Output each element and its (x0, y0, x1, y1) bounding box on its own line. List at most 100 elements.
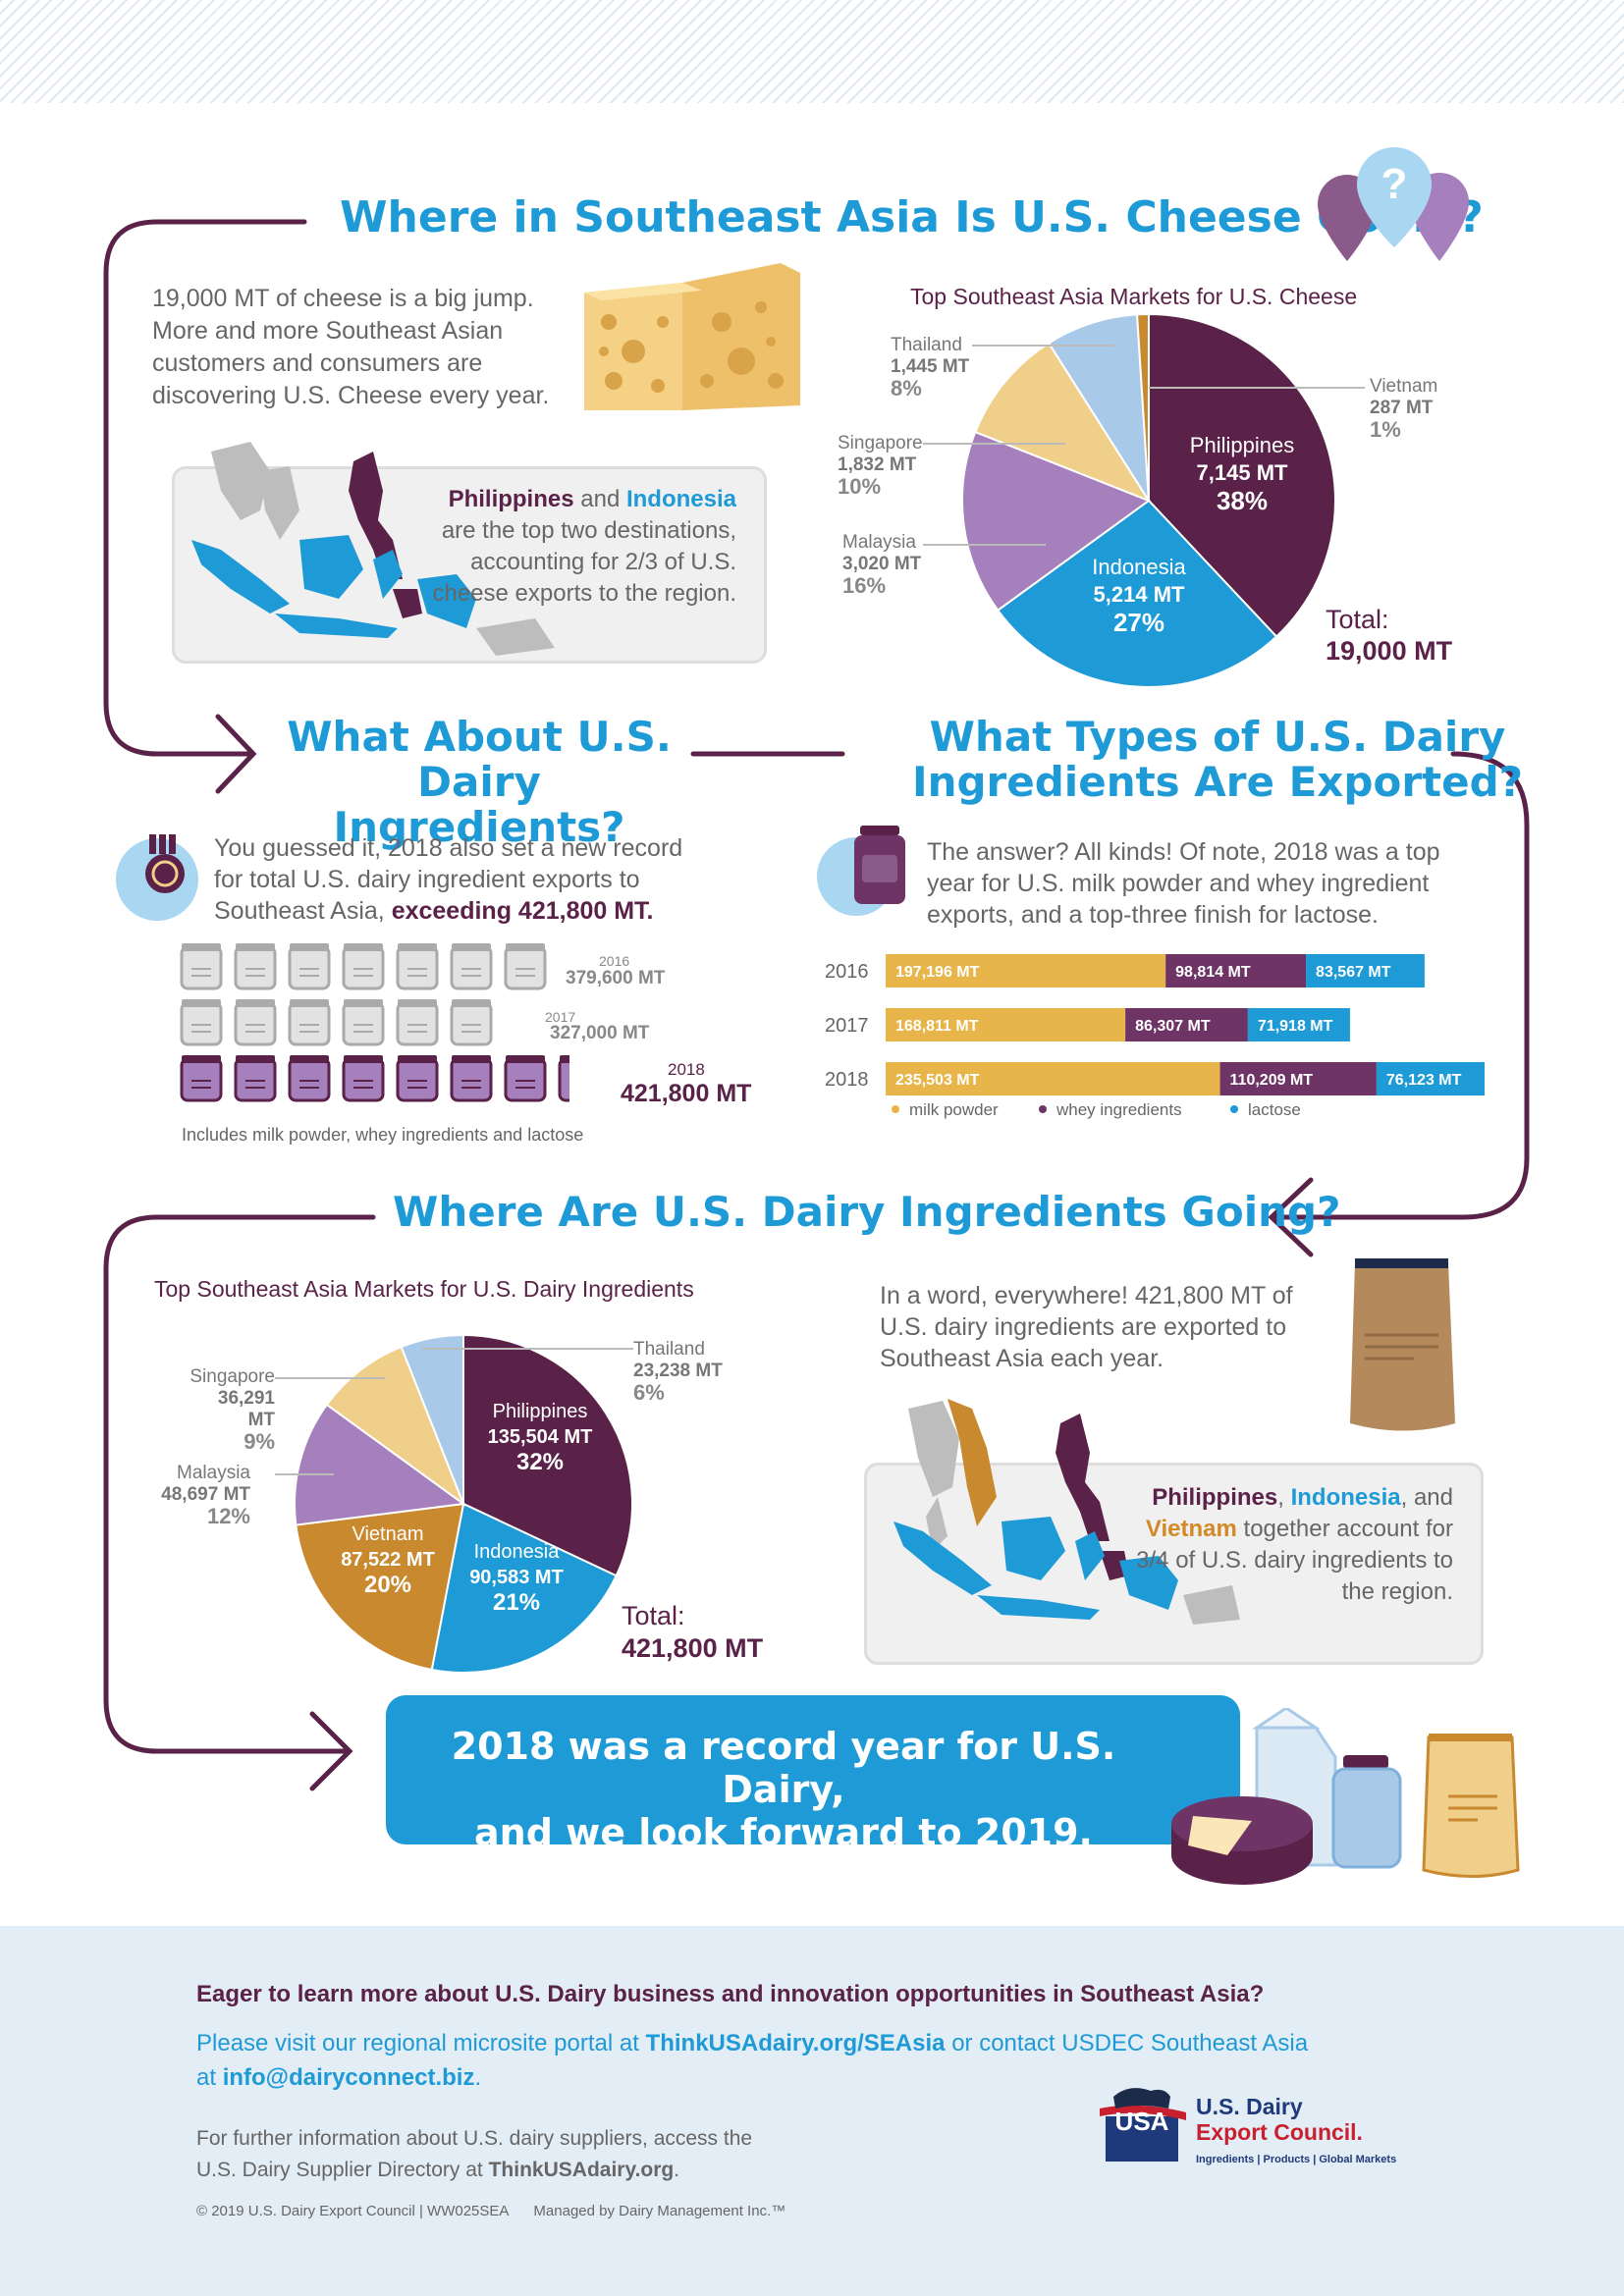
cheese-total: Total: 19,000 MT (1326, 605, 1453, 666)
bar-label-2017-1: 86,307 MT (1135, 1018, 1211, 1035)
pie-slice-singapore (325, 1345, 466, 1507)
svg-text:?: ? (1381, 160, 1408, 208)
ingr-label-thailand: Thailand 23,238 MT 6% (633, 1339, 723, 1405)
pie-slice-malaysia (962, 430, 1152, 613)
legend-dot-0 (892, 1105, 899, 1113)
ingr-slice-philippines: Philippines 135,504 MT 32% (487, 1401, 593, 1475)
bag-top (290, 999, 329, 1007)
logo-tagline: Ingredients | Products | Global Markets (1196, 2154, 1397, 2165)
cheese-chart-title: Top Southeast Asia Markets for U.S. Chee… (910, 284, 1358, 309)
bar-label-2017-0: 168,811 MT (895, 1018, 979, 1035)
footer (0, 1926, 1624, 2296)
pie-slice-vietnam (1136, 314, 1150, 502)
ingr-label-malaysia: Malaysia 48,697 MT 12% (161, 1463, 250, 1528)
footer-further-info: For further information about U.S. dairy… (196, 2127, 753, 2181)
bar-year-2017: 2017 (825, 1015, 869, 1037)
pie-slice-thailand (1047, 314, 1150, 502)
banner-text: 2018 was a record year for U.S. Dairy, an… (451, 1725, 1116, 1854)
cheese-label-singapore: Singapore 1,832 MT 10% (838, 433, 923, 499)
ingredients-map-caption: Philippines, Indonesia, and Vietnam toge… (1136, 1484, 1453, 1605)
footer-headline: Eager to learn more about U.S. Dairy bus… (196, 1981, 1265, 2007)
ingr-label-singapore: Singapore 36,291 MT 9% (189, 1366, 275, 1454)
bag-top (290, 943, 329, 951)
decorative-stripes (0, 0, 1624, 103)
cheese-pie-chart (962, 314, 1335, 687)
section3-text: The answer? All kinds! Of note, 2018 was… (927, 838, 1440, 929)
ingr-slice-vietnam: Vietnam 87,522 MT 20% (341, 1523, 435, 1598)
bag-top (182, 943, 221, 951)
award-medal-icon (116, 834, 198, 921)
bar-2016-whey-ingredients (1165, 954, 1307, 988)
ingredients-chart-title: Top Southeast Asia Markets for U.S. Dair… (154, 1276, 694, 1302)
ingredient-types-stacked-bar-chart: 2016 197,196 MT 98,814 MT 83,567 MT 2017 168,… (825, 954, 1485, 1119)
cheese-slice-philippines: Philippines 7,145 MT 38% (1189, 433, 1295, 515)
bar-year-2018: 2018 (825, 1069, 869, 1091)
usdec-logo-mark (1100, 2088, 1186, 2162)
pie-slice-thailand (400, 1335, 464, 1505)
bag-top (236, 1055, 275, 1063)
southeast-asia-map-cheese (191, 442, 555, 656)
directory-link[interactable]: ThinkUSAdairy.org (488, 2159, 675, 2181)
pie-slice-vietnam (295, 1502, 465, 1672)
bag-top (344, 999, 383, 1007)
bar-label-2016-2: 83,567 MT (1316, 964, 1391, 981)
bag-top (560, 1055, 569, 1063)
label-2018-year: 2018 (668, 1060, 705, 1079)
label-2018-value: 421,800 MT (621, 1080, 752, 1107)
bar-label-2017-2: 71,918 MT (1258, 1018, 1333, 1035)
bag-top (182, 1055, 221, 1063)
bag-top (398, 999, 437, 1007)
cheese-map-caption: Philippines and Indonesia are the top tw… (432, 486, 736, 607)
label-2017-year: 2017 (545, 1009, 576, 1025)
ingr-label-leaders (275, 1348, 633, 1475)
record-year-banner (386, 1695, 1240, 1844)
footer-visit-text: Please visit our regional microsite port… (196, 2030, 1309, 2091)
label-2016-value: 379,600 MT (566, 968, 666, 988)
bag-top (344, 1055, 383, 1063)
email-link[interactable]: info@dairyconnect.biz (222, 2064, 475, 2091)
bar-year-2016: 2016 (825, 961, 869, 983)
microsite-link[interactable]: ThinkUSAdairy.org/SEAsia (645, 2030, 946, 2056)
ingredient-sack-icon (1350, 1258, 1455, 1431)
bag-top (236, 999, 275, 1007)
section2-title: What About U.S. Dairy Ingredients? (287, 713, 672, 852)
bar-2017-lactose (1247, 1008, 1350, 1041)
label-2016-year: 2016 (599, 953, 630, 969)
ingredients-map-box (864, 1463, 1484, 1665)
cheese-wheel-icon (1171, 1796, 1313, 1885)
bag-top (182, 999, 221, 1007)
bag-top (506, 943, 545, 951)
legend-label-2: lactose (1248, 1100, 1301, 1119)
ingredients-total: Total: 421,800 MT (622, 1601, 764, 1663)
logo-wordmark: U.S. Dairy Export Council. (1196, 2094, 1363, 2145)
jar-icon (1331, 1755, 1402, 1869)
ingredients-pie-chart (295, 1335, 633, 1674)
label-2017-value: 327,000 MT (550, 1023, 650, 1043)
section2-text: You guessed it, 2018 also set a new reco… (214, 834, 683, 925)
bag-top (344, 943, 383, 951)
bar-2016-milk-powder (886, 954, 1166, 988)
bag-top (398, 943, 437, 951)
pie-slice-malaysia (295, 1403, 466, 1526)
flow-lines (103, 219, 1530, 1791)
bag-icon (558, 1057, 569, 1102)
pie-slice-indonesia (430, 1502, 618, 1674)
cheese-label-thailand: Thailand 1,445 MT 8% (891, 335, 970, 400)
bar-label-2018-1: 110,209 MT (1230, 1072, 1314, 1089)
bar-2017-milk-powder (886, 1008, 1126, 1041)
section1-title: Where in Southeast Asia Is U.S. Cheese G… (340, 192, 1484, 242)
pie-slice-indonesia (996, 499, 1278, 687)
bar-label-2016-1: 98,814 MT (1175, 964, 1251, 981)
bag-top (290, 1055, 329, 1063)
ingredient-bag-pictogram (180, 943, 569, 1102)
location-pins-icon: ? (1318, 147, 1469, 261)
legend-dot-2 (1230, 1105, 1238, 1113)
bar-2016-lactose (1306, 954, 1425, 988)
legend-dot-1 (1039, 1105, 1047, 1113)
bar-label-2018-2: 76,123 MT (1386, 1072, 1462, 1089)
ingr-slice-indonesia: Indonesia 90,583 MT 21% (469, 1541, 564, 1616)
bag-top (452, 999, 491, 1007)
cheese-label-leaders (923, 345, 1365, 546)
bag-top (506, 1055, 545, 1063)
bar-2018-milk-powder (886, 1062, 1220, 1095)
